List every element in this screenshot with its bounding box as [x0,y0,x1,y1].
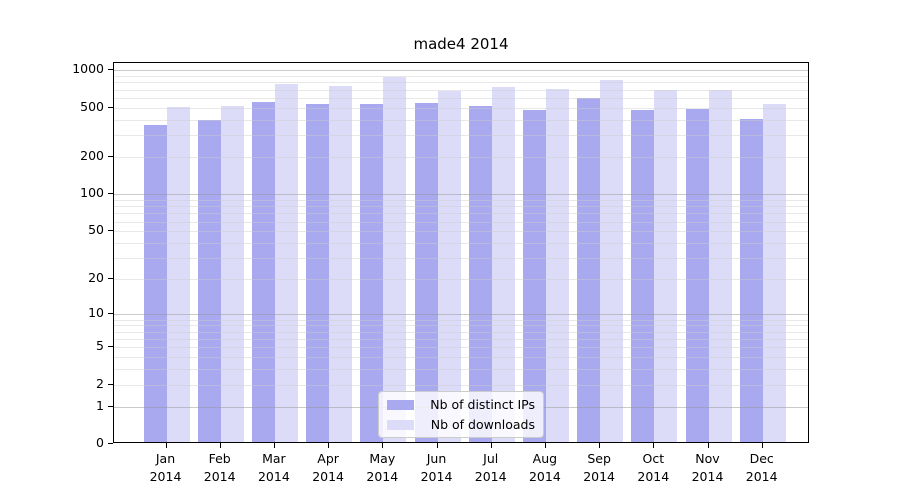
x-tick-label: Nov 2014 [691,451,724,484]
bar-distinct-ips-jan [143,125,167,442]
y-gridline-minor [114,76,808,77]
plot-area [113,62,809,443]
bar-distinct-ips-may [360,103,384,442]
chart-title: made4 2014 [413,35,509,53]
x-tick-mark [382,443,384,448]
y-tick-mark [108,106,113,108]
y-tick-mark [108,230,113,232]
bar-downloads-dec [762,104,786,442]
x-tick-mark [490,443,492,448]
x-tick-mark [165,443,167,448]
legend-item-distinct-ips: Nb of distinct IPs [387,396,535,413]
x-tick-label: Apr 2014 [312,451,344,484]
x-tick-mark [219,443,221,448]
bar-downloads-may [383,77,407,442]
bar-downloads-feb [220,106,244,442]
y-tick-mark [108,346,113,348]
legend-item-downloads: Nb of downloads [387,416,535,433]
y-tick-label: 200 [80,148,104,164]
x-tick-label: May 2014 [366,451,399,484]
y-gridline-minor [114,89,808,91]
x-tick-label: Sep 2014 [583,451,615,484]
y-tick-label: 500 [80,98,104,114]
y-gridline-minor [114,97,808,99]
y-tick-label: 0 [96,435,104,450]
bar-distinct-ips-aug [522,110,546,442]
x-tick-label: Aug 2014 [528,451,561,484]
legend-label-distinct-ips: Nb of distinct IPs [430,397,535,412]
bar-distinct-ips-jul [468,106,492,442]
bar-downloads-jan [166,106,190,442]
y-tick-mark [108,156,113,158]
bar-distinct-ips-dec [739,119,763,442]
y-tick-label: 2 [96,375,104,391]
x-tick-mark [544,443,546,448]
y-tick-label: 10 [88,305,104,321]
x-tick-mark [761,443,763,448]
bar-distinct-ips-jun [414,102,438,442]
y-tick-mark [108,193,113,195]
legend: Nb of distinct IPs Nb of downloads [378,391,544,438]
x-tick-mark [599,443,601,448]
bar-distinct-ips-apr [306,103,330,442]
y-tick-label: 1000 [72,61,104,77]
x-tick-mark [273,443,275,448]
bar-distinct-ips-nov [685,108,709,442]
bar-downloads-nov [708,90,732,442]
y-tick-label: 20 [88,270,104,286]
x-tick-label: Oct 2014 [637,451,670,484]
bar-downloads-sep [600,80,624,442]
x-tick-label: Jun 2014 [420,451,453,484]
bar-downloads-jul [491,87,515,442]
x-tick-label: Dec 2014 [745,451,778,484]
bar-distinct-ips-feb [197,120,221,442]
legend-swatch-distinct-ips [387,399,414,410]
y-tick-mark [108,313,113,315]
bar-downloads-jun [437,90,461,442]
bar-downloads-aug [545,89,569,442]
x-tick-label: Jan 2014 [149,451,182,484]
x-tick-mark [653,443,655,448]
x-tick-mark [436,443,438,448]
bar-distinct-ips-oct [631,110,655,442]
y-tick-mark [108,405,113,407]
y-tick-label: 5 [96,338,104,354]
bar-downloads-apr [329,86,353,442]
y-gridline-minor [114,82,808,84]
x-tick-label: Jul 2014 [474,451,507,484]
legend-swatch-downloads [387,419,414,430]
legend-label-downloads: Nb of downloads [430,417,535,432]
y-tick-mark [108,383,113,385]
y-tick-label: 1 [96,397,104,413]
x-tick-mark [328,443,330,448]
x-tick-mark [707,443,709,448]
y-tick-mark [108,69,113,71]
y-tick-mark [108,443,113,444]
x-tick-label: Feb 2014 [203,451,236,484]
y-tick-mark [108,278,113,280]
bar-distinct-ips-sep [577,98,601,442]
y-gridline-major [114,70,808,72]
y-tick-label: 50 [88,222,104,238]
bar-downloads-oct [654,90,678,442]
bar-distinct-ips-mar [251,101,275,442]
bar-downloads-mar [274,84,298,442]
y-tick-label: 100 [80,185,104,201]
x-tick-label: Mar 2014 [257,451,290,484]
